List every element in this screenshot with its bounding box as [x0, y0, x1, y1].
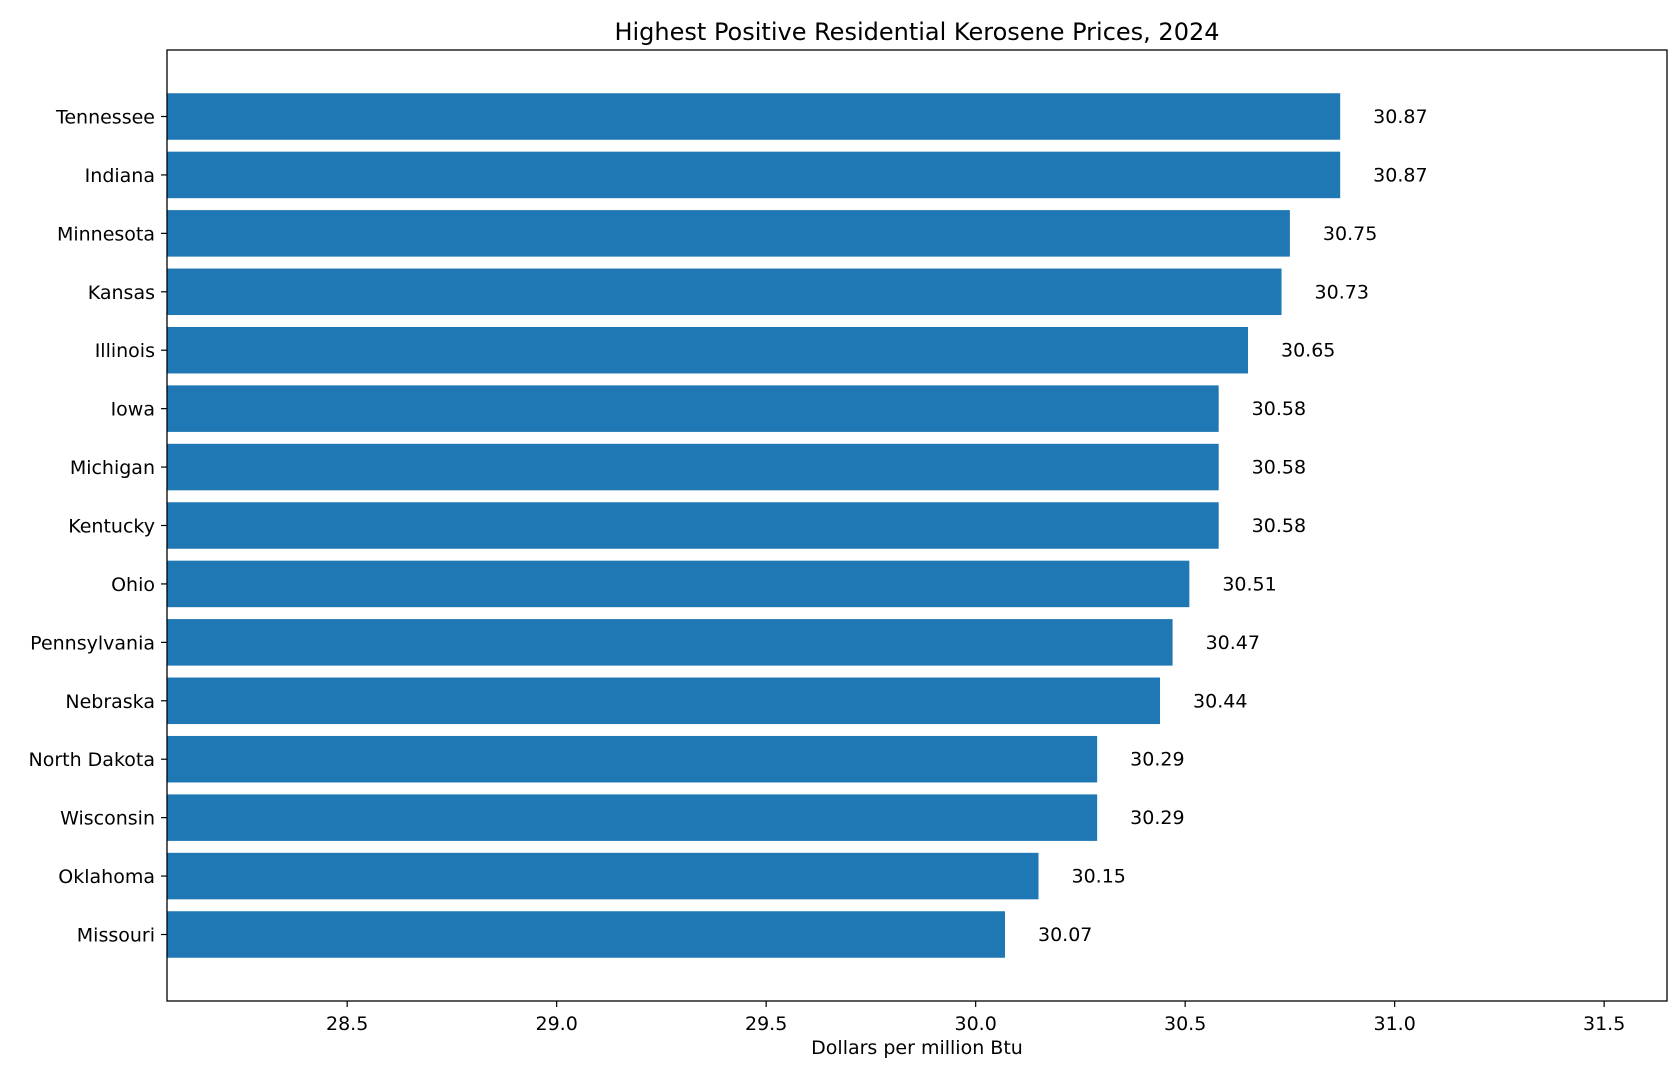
y-tick-label: Michigan: [70, 457, 155, 479]
bar: [167, 93, 1341, 140]
y-tick-label: Minnesota: [57, 223, 155, 245]
y-tick-label: Oklahoma: [58, 866, 155, 888]
data-label: 30.51: [1222, 573, 1276, 595]
x-axis: 28.5 29.0 29.5 30.0 30.5 31.0 31.5: [326, 1001, 1625, 1035]
y-tick-label: Wisconsin: [60, 808, 155, 830]
x-tick-label: 28.5: [326, 1013, 368, 1035]
data-label: 30.15: [1072, 866, 1126, 888]
x-tick-label: 30.0: [955, 1013, 997, 1035]
bar: [167, 677, 1161, 725]
y-tick-label: North Dakota: [29, 749, 156, 771]
y-tick-label: Missouri: [77, 925, 155, 947]
bar: [167, 210, 1290, 257]
x-axis-label: Dollars per million Btu: [811, 1037, 1023, 1059]
y-tick-label: Tennessee: [55, 107, 155, 129]
data-labels-layer: 30.87 30.87 30.75 30.73 30.65 30.58 30.58 30.58…: [1038, 106, 1428, 946]
x-tick-label: 30.5: [1164, 1013, 1206, 1035]
data-label: 30.58: [1252, 398, 1306, 420]
y-tick-label: Kansas: [88, 282, 155, 304]
bar: [167, 443, 1219, 491]
bar: [167, 385, 1219, 432]
data-label: 30.58: [1252, 515, 1306, 537]
y-tick-label: Kentucky: [68, 516, 155, 538]
chart-title: Highest Positive Residential Kerosene Pr…: [614, 18, 1219, 46]
y-axis: Tennessee Indiana Minnesota Kansas Illinois I…: [29, 107, 167, 947]
bar: [167, 151, 1341, 199]
data-label: 30.65: [1281, 340, 1335, 362]
data-label: 30.44: [1193, 690, 1247, 712]
x-tick-label: 31.5: [1583, 1013, 1625, 1035]
bar: [167, 735, 1098, 783]
y-tick-label: Pennsylvania: [30, 632, 155, 654]
data-label: 30.87: [1373, 106, 1427, 128]
bar: [167, 268, 1282, 316]
bar: [167, 502, 1219, 549]
data-label: 30.58: [1252, 457, 1306, 479]
plot-frame: [166, 49, 1668, 1002]
bar: [167, 560, 1190, 608]
bar: [167, 911, 1005, 958]
data-label: 30.73: [1315, 281, 1369, 303]
bar: [167, 852, 1039, 900]
x-tick-label: 29.5: [745, 1013, 787, 1035]
data-label: 30.47: [1206, 632, 1260, 654]
data-label: 30.29: [1130, 807, 1184, 829]
bar: [167, 326, 1249, 374]
bars-layer: [167, 93, 1341, 958]
y-tick-label: Illinois: [95, 340, 155, 362]
y-tick-label: Ohio: [111, 574, 155, 596]
bar: [167, 794, 1098, 841]
y-tick-label: Nebraska: [65, 691, 155, 713]
data-label: 30.75: [1323, 223, 1377, 245]
y-tick-label: Indiana: [85, 165, 155, 187]
x-tick-label: 31.0: [1373, 1013, 1415, 1035]
x-tick-label: 29.0: [536, 1013, 578, 1035]
y-tick-label: Iowa: [111, 399, 155, 421]
bar: [167, 619, 1173, 666]
data-label: 30.87: [1373, 164, 1427, 186]
data-label: 30.29: [1130, 749, 1184, 771]
data-label: 30.07: [1038, 924, 1092, 946]
